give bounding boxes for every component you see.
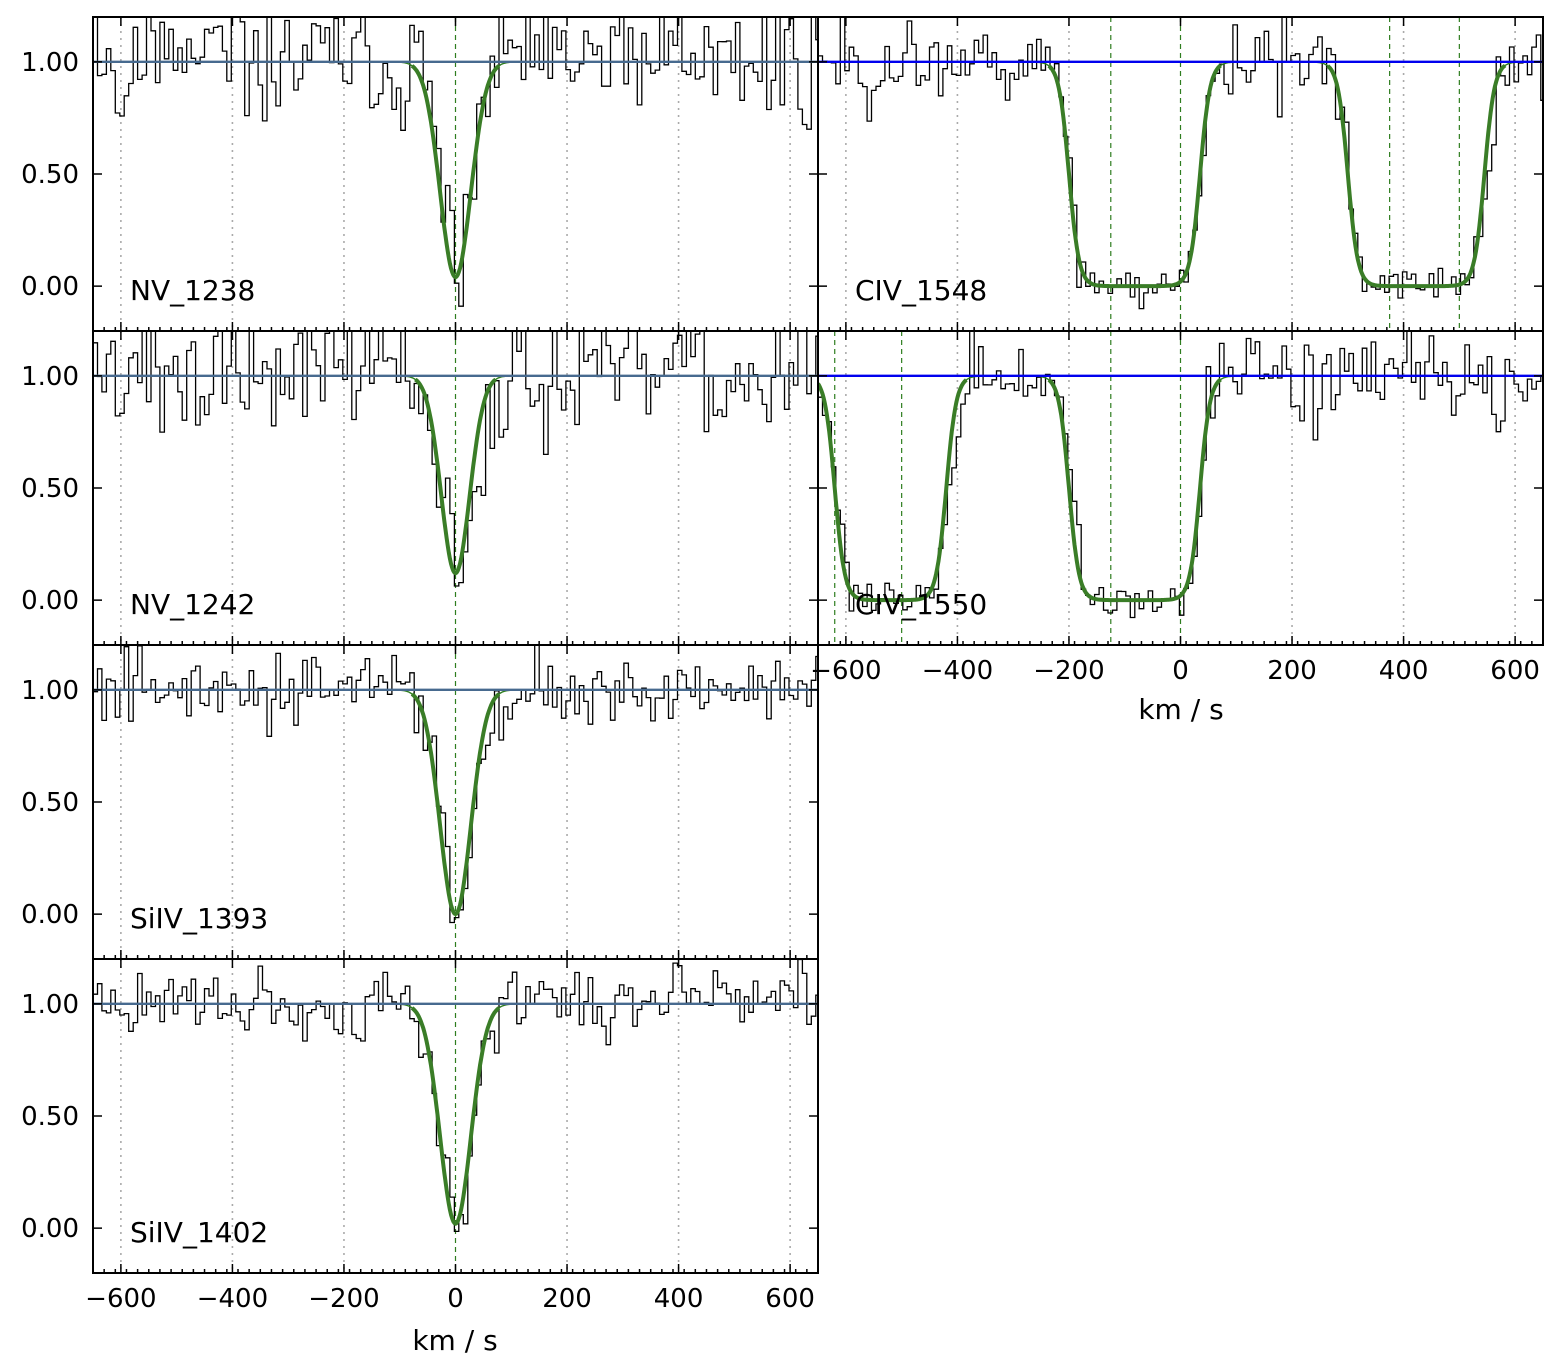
- ion-label: NV_1242: [130, 588, 255, 621]
- y-tick-label: 0.50: [21, 474, 79, 504]
- x-tick-label: 600: [1490, 656, 1540, 686]
- x-tick-label: 0: [1172, 656, 1189, 686]
- y-tick-label: 0.00: [21, 1214, 79, 1244]
- panel-nv-1242: NV_1242 0.00 0.50 1.00: [21, 330, 819, 646]
- x-tick-label: −400: [922, 656, 993, 686]
- ion-label: SiIV_1393: [130, 902, 268, 935]
- plot-area: [93, 645, 818, 959]
- plot-area: [818, 17, 1543, 331]
- x-tick-label: −200: [308, 1284, 379, 1314]
- panel-nv-1238: NV_1238 0.00 0.50 1.00: [21, 16, 819, 332]
- x-tick-label: 600: [765, 1284, 815, 1314]
- model-profile: [410, 692, 501, 917]
- panel-siiv-1402: SiIV_1402 0.00 0.50 1.00 −600 −400 −200 0 200 400…: [21, 958, 819, 1314]
- flux-spectrum: [818, 17, 1543, 310]
- ion-label: CIV_1548: [855, 274, 987, 307]
- model-profile: [410, 1006, 501, 1226]
- y-tick-label: 1.00: [21, 362, 79, 392]
- x-tick-label: −400: [197, 1284, 268, 1314]
- flux-spectrum: [93, 331, 818, 587]
- model-profile: [1047, 63, 1507, 289]
- plot-area: [93, 331, 818, 645]
- x-tick-label: 0: [447, 1284, 464, 1314]
- plot-area: [93, 17, 818, 331]
- x-tick-label: −600: [810, 656, 881, 686]
- y-tick-label: 0.50: [21, 788, 79, 818]
- x-axis-title-right: km / s: [1138, 693, 1223, 726]
- model-profile: [414, 377, 497, 576]
- y-tick-label: 1.00: [21, 676, 79, 706]
- model-profile: [410, 64, 501, 280]
- y-tick-label: 1.00: [21, 990, 79, 1020]
- flux-spectrum: [93, 645, 818, 924]
- panel-siiv-1393: SiIV_1393 0.00 0.50 1.00: [21, 644, 819, 960]
- y-tick-label: 0.00: [21, 900, 79, 930]
- y-tick-label: 0.50: [21, 1102, 79, 1132]
- x-tick-label: 400: [1379, 656, 1429, 686]
- panel-layer: NV_1238 0.00 0.50 1.00 CIV_1548 NV_1242 0.00 0.…: [21, 16, 1544, 1314]
- panel-civ-1548: CIV_1548: [817, 16, 1544, 332]
- y-tick-label: 0.00: [21, 272, 79, 302]
- flux-spectrum: [96, 17, 818, 307]
- ion-label: NV_1238: [130, 274, 255, 307]
- ion-label: SiIV_1402: [130, 1216, 268, 1249]
- panel-civ-1550: CIV_1550 −600 −400 −200 0 200 400 600: [810, 330, 1544, 686]
- model-profile: [818, 377, 1222, 603]
- plot-area: [818, 331, 1543, 645]
- x-tick-label: 200: [542, 1284, 592, 1314]
- y-tick-label: 0.00: [21, 586, 79, 616]
- y-tick-label: 1.00: [21, 48, 79, 78]
- y-tick-label: 0.50: [21, 160, 79, 190]
- x-tick-label: 400: [654, 1284, 704, 1314]
- flux-spectrum: [818, 331, 1543, 619]
- x-tick-label: −200: [1033, 656, 1104, 686]
- flux-spectrum: [93, 959, 818, 1233]
- ion-label: CIV_1550: [855, 588, 987, 621]
- x-axis-title-left: km / s: [412, 1324, 497, 1357]
- x-tick-label: 200: [1267, 656, 1317, 686]
- plot-area: [93, 959, 818, 1273]
- x-tick-label: −600: [85, 1284, 156, 1314]
